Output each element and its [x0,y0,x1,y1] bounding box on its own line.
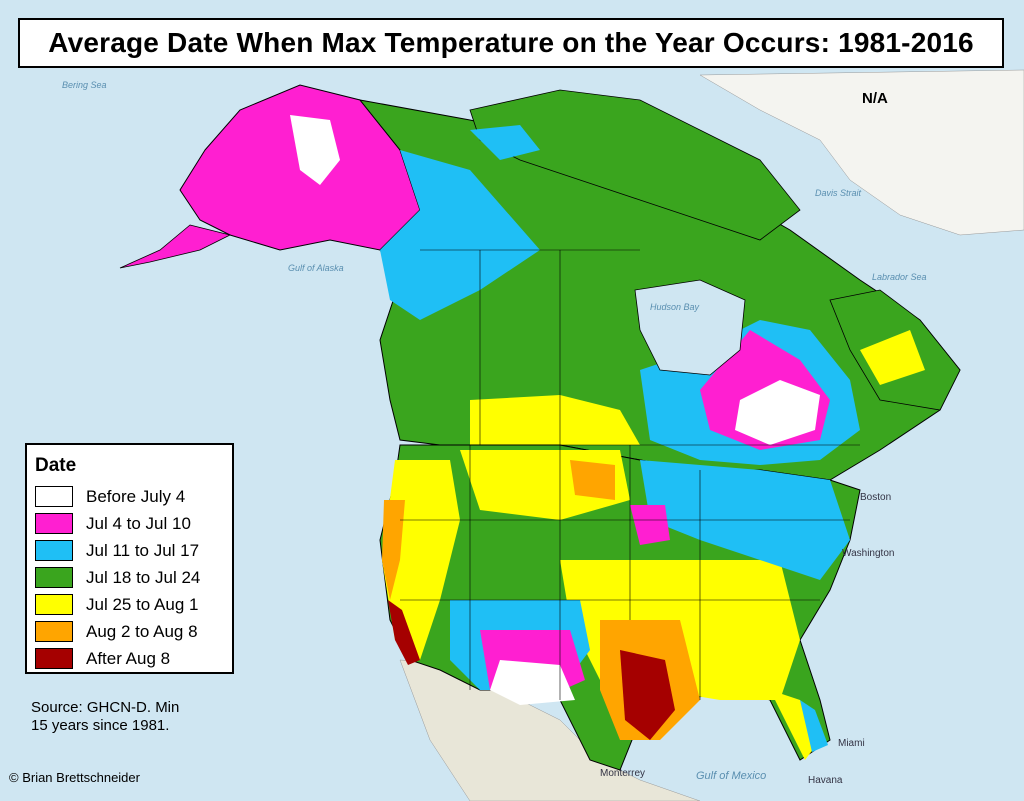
legend-swatch [35,594,73,615]
labrador-yellow [860,330,925,385]
hudson-bay-label: Hudson Bay [650,302,700,312]
credit: © Brian Brettschneider [9,770,140,785]
legend-label: After Aug 8 [86,648,171,668]
legend-item: Jul 11 to Jul 17 [35,537,222,564]
washington-label: Washington [842,548,895,559]
greenland-landmass [699,69,1024,236]
boston-label: Boston [860,492,892,503]
source-line-2: 15 years since 1981. [31,717,170,734]
plains-orange [570,460,615,500]
legend-swatch [35,486,73,507]
florida-yellow [770,690,820,760]
arctic-blue [470,125,540,160]
legend-swatch [35,540,73,561]
alaska-peninsula [119,224,232,269]
gulf-of-alaska-label: Gulf of Alaska [288,263,344,273]
legend-item: Jul 4 to Jul 10 [35,510,222,537]
legend-title: Date [35,455,77,476]
legend-item: After Aug 8 [35,645,222,672]
quebec-white [735,380,820,445]
davis-strait-label: Davis Strait [815,188,862,198]
texas-red [620,650,675,740]
southwest-white [490,660,575,705]
legend-swatch [35,567,73,588]
gulf-of-mexico-label: Gulf of Mexico [696,770,767,782]
legend-item: Jul 25 to Aug 1 [35,591,222,618]
prairies-yellow [470,395,640,445]
legend-swatch [35,621,73,642]
havana-label: Havana [808,775,843,786]
miami-label: Miami [838,738,865,749]
legend-item: Aug 2 to Aug 8 [35,618,222,645]
legend-label: Jul 18 to Jul 24 [86,567,201,587]
legend-label: Jul 11 to Jul 17 [86,540,200,560]
source-line-1: Source: GHCN-D. Min [31,699,180,716]
legend-item: Before July 4 [35,483,222,510]
legend: Date Before July 4 Jul 4 to Jul 10 Jul 1… [25,443,234,674]
canada-blue-zone [380,150,540,320]
bering-sea-label: Bering Sea [62,80,107,90]
legend-label: Jul 25 to Aug 1 [86,594,199,614]
labrador-sea-label: Labrador Sea [872,272,927,282]
legend-label: Before July 4 [86,486,186,506]
midwest-pink [630,505,670,545]
west-coast-red [388,600,420,665]
source-note: Source: GHCN-D. Min 15 years since 1981. [31,699,179,735]
title-box: Average Date When Max Temperature on the… [18,18,1004,68]
legend-item: Jul 18 to Jul 24 [35,564,222,591]
no-data-label: N/A [862,90,888,107]
west-coast-orange [382,500,405,600]
monterrey-label: Monterrey [600,768,646,779]
arctic-islands [469,89,801,241]
legend-swatch [35,513,73,534]
legend-label: Jul 4 to Jul 10 [86,513,191,533]
legend-label: Aug 2 to Aug 8 [86,621,198,641]
hudson-bay [634,279,746,376]
florida-blue [800,700,828,752]
map-title: Average Date When Max Temperature on the… [48,27,974,58]
legend-swatch [35,648,73,669]
alaska-before-jul4 [290,115,340,185]
political-borders [400,249,860,700]
